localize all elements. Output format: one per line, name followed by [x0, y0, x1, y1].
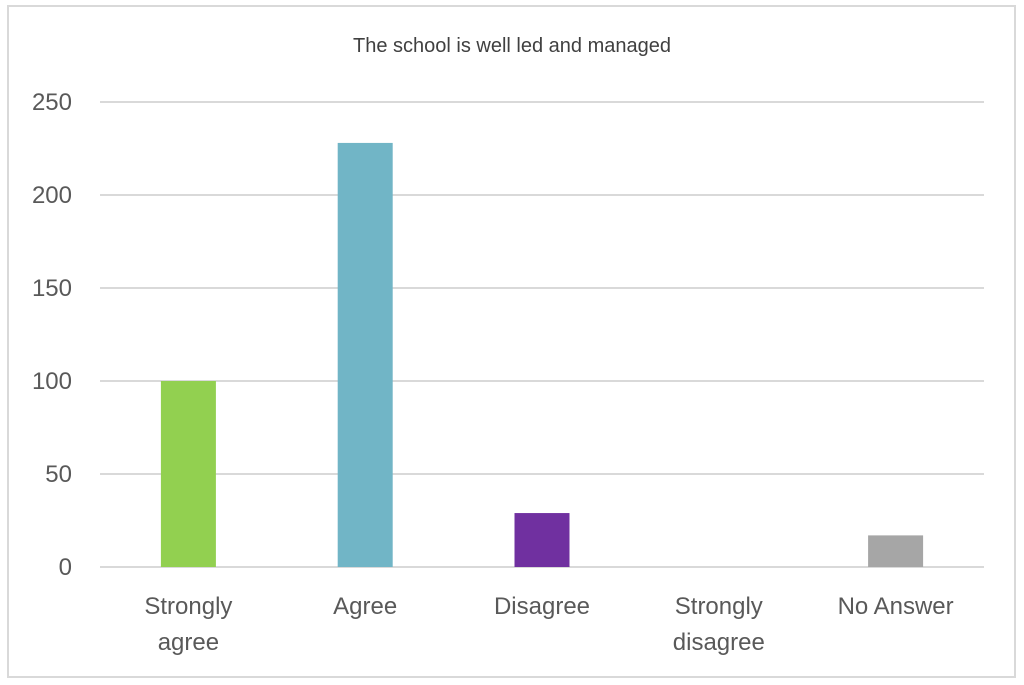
x-category-label: Disagree: [494, 593, 590, 620]
bar-no-answer: [868, 535, 924, 567]
x-category-label: Agree: [333, 593, 397, 620]
bar-strongly-agree: [160, 381, 216, 567]
gridlines: [100, 101, 984, 568]
x-category-label-line: disagree: [673, 629, 765, 656]
x-category-label-line: Disagree: [494, 593, 590, 620]
y-tick-label: 100: [32, 368, 72, 395]
bar-agree: [337, 142, 393, 568]
bars: [160, 142, 924, 568]
y-axis-ticks: 0 50 100 150 200 250: [32, 89, 72, 581]
y-tick-label: 250: [32, 89, 72, 116]
chart-title: The school is well led and managed: [353, 35, 671, 57]
x-category-label: Strongly disagree: [673, 593, 765, 656]
x-category-label-line: agree: [158, 629, 219, 656]
x-category-label-line: Agree: [333, 593, 397, 620]
y-tick-label: 150: [32, 275, 72, 302]
x-category-label: Strongly agree: [144, 593, 232, 656]
x-category-label-line: Strongly: [144, 593, 232, 620]
y-tick-label: 0: [59, 554, 72, 581]
y-tick-label: 50: [45, 461, 72, 488]
bar-disagree: [514, 513, 570, 567]
x-category-label: No Answer: [838, 593, 954, 620]
x-category-label-line: No Answer: [838, 593, 954, 620]
x-category-label-line: Strongly: [675, 593, 763, 620]
y-tick-label: 200: [32, 182, 72, 209]
x-axis-labels: Strongly agree Agree Disagree Strongly disagr…: [144, 593, 953, 656]
